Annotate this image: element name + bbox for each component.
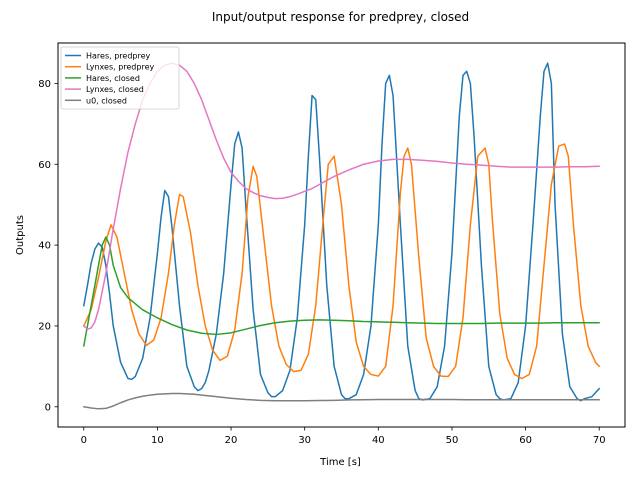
- y-tick-label: 40: [38, 241, 51, 252]
- y-axis: 0 20 40 60 80: [38, 79, 58, 413]
- y-tick-label: 60: [38, 160, 51, 171]
- y-tick-label: 20: [38, 321, 51, 332]
- chart-title: Input/output response for predprey, clos…: [212, 10, 469, 24]
- series-line-1: [83, 143, 600, 380]
- legend-entry-0: Hares, predprey: [86, 52, 151, 61]
- x-tick-label: 70: [593, 435, 606, 446]
- legend-entry-3: Lynxes, closed: [86, 85, 144, 94]
- legend-box: [60, 46, 180, 110]
- x-tick-label: 0: [81, 435, 87, 446]
- x-axis-label: Time [s]: [319, 457, 361, 468]
- x-tick-label: 40: [372, 435, 385, 446]
- legend-entry-4: u0, closed: [86, 96, 127, 105]
- x-tick-label: 20: [225, 435, 238, 446]
- series-line-3: [83, 62, 600, 330]
- series-layer: [83, 62, 600, 410]
- x-axis: 0 10 20 30 40 50 60 70: [81, 427, 606, 446]
- y-tick-label: 0: [45, 402, 51, 413]
- legend-entry-1: Lynxes, predprey: [86, 63, 154, 72]
- x-tick-label: 60: [519, 435, 532, 446]
- y-tick-label: 80: [38, 79, 51, 90]
- x-tick-label: 30: [298, 435, 311, 446]
- y-axis-label: Outputs: [15, 215, 26, 255]
- x-tick-label: 10: [151, 435, 164, 446]
- legend: Hares, predprey Lynxes, predprey Hares, cl…: [60, 46, 180, 110]
- series-line-4: [83, 392, 600, 410]
- x-tick-label: 50: [446, 435, 459, 446]
- legend-entry-2: Hares, closed: [86, 74, 140, 83]
- series-line-2: [83, 236, 600, 347]
- plot-frame: [57, 42, 626, 428]
